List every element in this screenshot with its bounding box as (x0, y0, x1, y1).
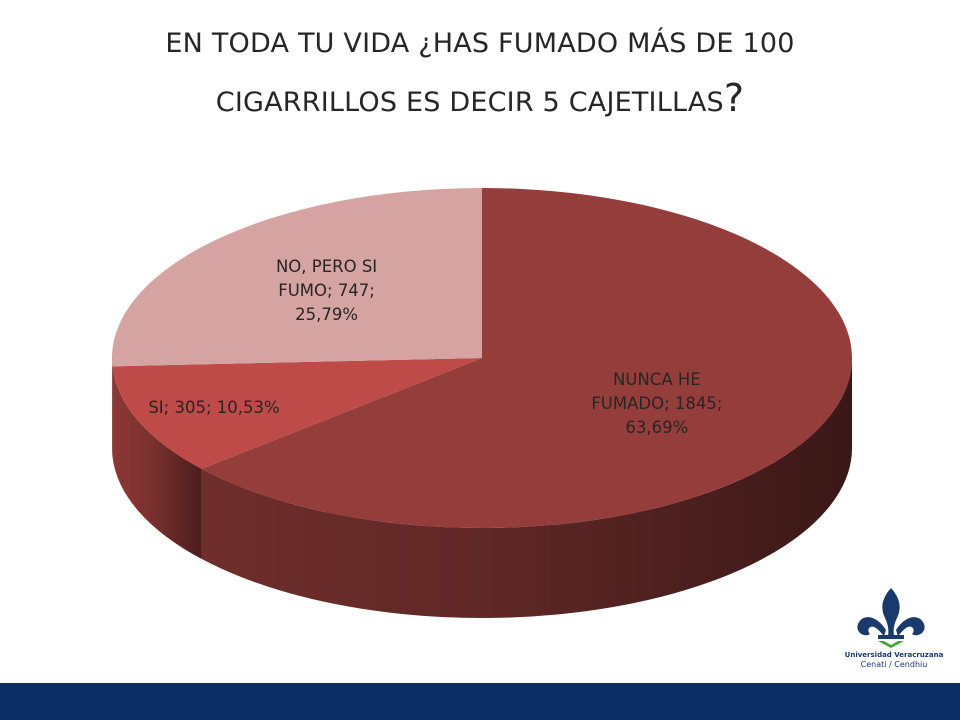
pie-data-label-2-line-2: 25,79% (295, 305, 358, 324)
chart-title: EN TODA TU VIDA ¿HAS FUMADO MÁS DE 100 C… (40, 16, 920, 130)
fleur-de-lis-icon (857, 588, 925, 648)
pie-labels: NUNCA HE FUMADO; 1845; 63,69% SI; 305; 10,5… (148, 257, 722, 437)
pie-slice-1 (112, 358, 482, 469)
footer-bar (0, 683, 960, 720)
chart-title-line1: EN TODA TU VIDA ¿HAS FUMADO MÁS DE 100 (165, 28, 795, 59)
chart-title-line2: CIGARRILLOS ES DECIR 5 CAJETILLAS (215, 87, 724, 118)
pie-slice-0 (201, 188, 852, 528)
pie-data-label-1: SI; 305; 10,53% (148, 398, 279, 417)
pie-slice-2 (112, 188, 482, 367)
university-logo (822, 584, 960, 684)
pie-tops (112, 188, 852, 528)
pie-data-label-1-line-0: SI; 305; 10,53% (148, 398, 279, 417)
pie-data-label-0: NUNCA HE FUMADO; 1845; 63,69% (591, 370, 722, 437)
pie-side-shade-0 (201, 358, 852, 619)
pie-sides (112, 358, 852, 619)
chart-title-question-mark: ? (723, 76, 745, 120)
pie-data-label-2-line-0: NO, PERO SI (276, 257, 377, 276)
pie-data-label-2-line-1: FUMO; 747; (278, 281, 375, 300)
pie-data-label-0-line-2: 63,69% (625, 418, 688, 437)
pie-data-label-2: NO, PERO SI FUMO; 747; 25,79% (276, 257, 377, 324)
pie-side-shade-1 (112, 366, 202, 559)
logo-university-name: Universidad Veracruzana (844, 651, 944, 659)
pie-data-label-0-line-1: FUMADO; 1845; (591, 394, 722, 413)
pie-data-label-0-line-0: NUNCA HE (613, 370, 701, 389)
logo-subtitle: Cenati / Cendhiu (860, 660, 928, 669)
